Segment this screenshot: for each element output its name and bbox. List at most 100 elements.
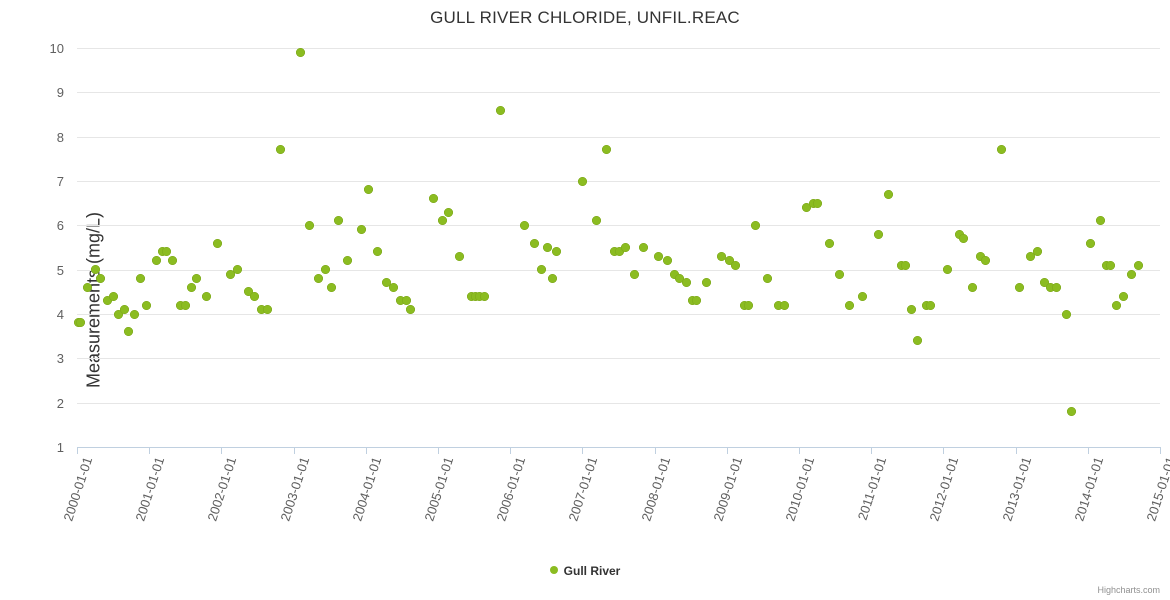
data-point[interactable]: [780, 300, 790, 310]
data-point[interactable]: [1086, 238, 1096, 248]
data-point[interactable]: [1119, 291, 1129, 301]
data-point[interactable]: [395, 296, 405, 306]
data-point[interactable]: [845, 300, 855, 310]
data-point[interactable]: [609, 247, 619, 257]
data-point[interactable]: [192, 274, 202, 284]
data-point[interactable]: [304, 220, 314, 230]
data-point[interactable]: [443, 207, 453, 217]
data-point[interactable]: [186, 282, 196, 292]
data-point[interactable]: [873, 229, 883, 239]
data-point[interactable]: [980, 256, 990, 266]
data-point[interactable]: [495, 105, 505, 115]
data-point[interactable]: [96, 274, 106, 284]
data-point[interactable]: [602, 145, 612, 155]
data-point[interactable]: [530, 238, 540, 248]
data-point[interactable]: [592, 216, 602, 226]
data-point[interactable]: [967, 282, 977, 292]
data-point[interactable]: [320, 265, 330, 275]
data-point[interactable]: [136, 274, 146, 284]
data-point[interactable]: [342, 256, 352, 266]
data-point[interactable]: [1045, 282, 1055, 292]
chart-legend[interactable]: Gull River: [0, 563, 1170, 578]
data-point[interactable]: [801, 203, 811, 213]
data-point[interactable]: [884, 189, 894, 199]
data-point[interactable]: [824, 238, 834, 248]
data-point[interactable]: [263, 305, 273, 315]
data-point[interactable]: [120, 305, 130, 315]
data-point[interactable]: [437, 216, 447, 226]
data-point[interactable]: [151, 256, 161, 266]
data-point[interactable]: [381, 278, 391, 288]
data-point[interactable]: [455, 251, 465, 261]
data-point[interactable]: [670, 269, 680, 279]
data-point[interactable]: [730, 260, 740, 270]
data-point[interactable]: [543, 243, 553, 252]
data-point[interactable]: [401, 296, 411, 306]
data-point[interactable]: [751, 220, 761, 230]
data-point[interactable]: [551, 247, 561, 257]
data-point[interactable]: [276, 145, 286, 155]
data-point[interactable]: [114, 309, 124, 319]
data-point[interactable]: [996, 145, 1006, 155]
data-point[interactable]: [406, 305, 416, 315]
data-point[interactable]: [108, 291, 118, 301]
credits-label[interactable]: Highcharts.com: [1097, 585, 1160, 595]
data-point[interactable]: [1106, 260, 1116, 270]
data-point[interactable]: [725, 256, 735, 266]
data-point[interactable]: [691, 296, 701, 306]
data-point[interactable]: [225, 269, 235, 279]
data-point[interactable]: [372, 247, 382, 257]
data-point[interactable]: [102, 296, 112, 306]
data-point[interactable]: [1112, 300, 1122, 310]
data-point[interactable]: [313, 274, 323, 284]
data-point[interactable]: [716, 251, 726, 261]
data-point[interactable]: [1133, 260, 1143, 270]
data-point[interactable]: [577, 176, 587, 186]
data-point[interactable]: [976, 251, 986, 261]
data-point[interactable]: [202, 291, 212, 301]
data-point[interactable]: [943, 265, 953, 275]
data-point[interactable]: [82, 282, 92, 292]
data-point[interactable]: [654, 251, 664, 261]
data-point[interactable]: [615, 247, 625, 257]
data-point[interactable]: [834, 269, 844, 279]
data-point[interactable]: [1025, 251, 1035, 261]
data-point[interactable]: [681, 278, 691, 288]
data-point[interactable]: [537, 265, 547, 275]
data-point[interactable]: [162, 247, 172, 257]
data-point[interactable]: [621, 243, 631, 252]
data-point[interactable]: [250, 291, 260, 301]
data-point[interactable]: [1061, 309, 1071, 319]
data-point[interactable]: [388, 282, 398, 292]
data-point[interactable]: [244, 287, 254, 297]
data-point[interactable]: [479, 291, 489, 301]
data-point[interactable]: [364, 185, 374, 195]
data-point[interactable]: [167, 256, 177, 266]
data-point[interactable]: [1039, 278, 1049, 288]
data-point[interactable]: [674, 274, 684, 284]
data-point[interactable]: [1126, 269, 1136, 279]
data-point[interactable]: [762, 274, 772, 284]
data-point[interactable]: [1051, 282, 1061, 292]
data-point[interactable]: [257, 305, 267, 315]
data-point[interactable]: [959, 234, 969, 244]
data-point[interactable]: [629, 269, 639, 279]
data-point[interactable]: [130, 309, 140, 319]
data-point[interactable]: [333, 216, 343, 226]
data-point[interactable]: [90, 265, 100, 275]
data-point[interactable]: [1015, 282, 1025, 292]
data-point[interactable]: [1096, 216, 1106, 226]
data-point[interactable]: [429, 194, 439, 204]
data-point[interactable]: [912, 336, 922, 346]
data-point[interactable]: [702, 278, 712, 288]
data-point[interactable]: [232, 265, 242, 275]
data-point[interactable]: [547, 274, 557, 284]
data-point[interactable]: [326, 282, 336, 292]
data-point[interactable]: [124, 327, 134, 337]
data-point[interactable]: [743, 300, 753, 310]
legend-item-label[interactable]: Gull River: [563, 563, 621, 578]
data-point[interactable]: [858, 291, 868, 301]
data-point[interactable]: [663, 256, 673, 266]
data-point[interactable]: [296, 47, 306, 57]
data-point[interactable]: [180, 300, 190, 310]
